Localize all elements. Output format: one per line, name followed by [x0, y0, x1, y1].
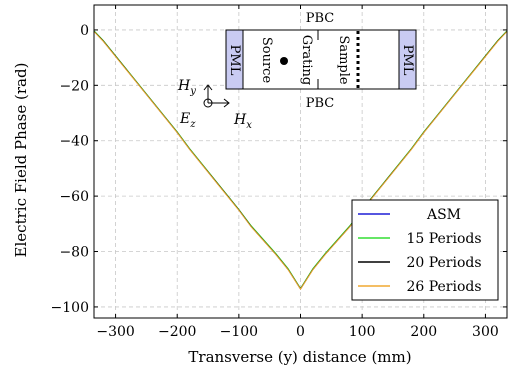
pml-right-label: PML: [400, 45, 415, 76]
axis-hy-label: Hy: [177, 78, 196, 97]
y-tick-labels: 0 −20 −40 −60 −80 −100: [51, 23, 89, 316]
series-line-4: [93, 31, 508, 291]
pml-left-block: [225, 29, 244, 90]
inset-domain-box: [225, 29, 417, 90]
x-tick-label: 0: [296, 324, 305, 340]
pml-left-label: PML: [227, 45, 242, 76]
legend-label: 20 Periods: [406, 255, 481, 271]
coordinate-axes-icon: [203, 84, 230, 108]
pbc-top-label: PBC: [306, 11, 335, 26]
x-tick-label: −100: [220, 324, 258, 340]
pml-right-block: [398, 29, 417, 90]
legend-box: [351, 199, 499, 301]
x-tick-label: 300: [472, 324, 499, 340]
source-point-icon: [280, 57, 288, 65]
y-tick-label: 0: [80, 23, 89, 39]
legend-label: ASM: [426, 207, 461, 223]
y-tick-label: −80: [59, 245, 89, 261]
y-tick-label: −40: [59, 134, 89, 150]
legend: ASM 15 Periods 20 Periods 26 Periods: [351, 199, 499, 301]
x-tick-label: 100: [349, 324, 376, 340]
legend-label: 15 Periods: [406, 231, 481, 247]
x-tick-label: −200: [158, 324, 196, 340]
grating-label: Grating: [299, 35, 314, 85]
tick-marks: [94, 5, 507, 318]
axis-hx-label: Hx: [233, 112, 252, 131]
x-tick-label: 200: [410, 324, 437, 340]
pbc-bottom-label: PBC: [306, 96, 335, 111]
legend-label: 26 Periods: [406, 279, 481, 295]
inset-schematic: PML PML PBC PBC Source Grating Sample Hy…: [177, 11, 417, 131]
y-axis-label: Electric Field Phase (rad): [12, 63, 30, 258]
sample-label: Sample: [336, 35, 351, 84]
y-tick-label: −20: [59, 78, 89, 94]
source-label: Source: [259, 37, 274, 84]
x-tick-labels: −300 −200 −100 0 100 200 300: [96, 324, 498, 340]
series-lines: [93, 30, 508, 291]
axis-ez-label: Ez: [179, 111, 196, 130]
x-axis-label: Transverse (y) distance (mm): [188, 348, 411, 366]
y-tick-label: −60: [59, 189, 89, 205]
y-tick-label: −100: [51, 300, 89, 316]
x-tick-label: −300: [96, 324, 134, 340]
